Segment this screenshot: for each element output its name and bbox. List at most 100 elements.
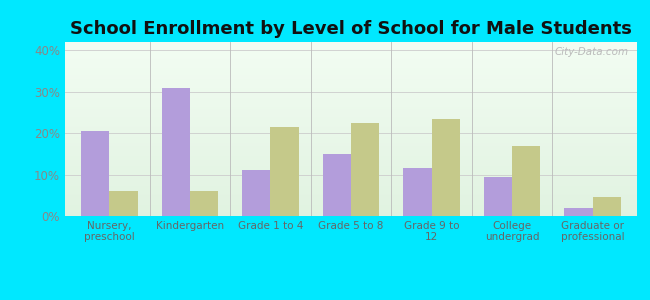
Bar bbox=[65, 99, 637, 100]
Bar bbox=[65, 215, 637, 216]
Bar bbox=[65, 47, 637, 48]
Bar bbox=[65, 205, 637, 206]
Bar bbox=[65, 144, 637, 145]
Bar bbox=[65, 118, 637, 119]
Bar bbox=[109, 191, 138, 216]
Bar bbox=[65, 67, 637, 68]
Bar bbox=[65, 153, 637, 154]
Bar bbox=[65, 65, 637, 66]
Bar bbox=[65, 124, 637, 125]
Bar bbox=[65, 164, 637, 165]
Bar bbox=[65, 89, 637, 90]
Bar bbox=[65, 59, 637, 60]
Bar bbox=[65, 122, 637, 123]
Bar bbox=[65, 176, 637, 177]
Bar bbox=[65, 119, 637, 120]
Bar bbox=[270, 127, 298, 216]
Bar bbox=[65, 203, 637, 204]
Bar bbox=[65, 204, 637, 205]
Bar bbox=[65, 43, 637, 44]
Bar bbox=[65, 55, 637, 56]
Bar bbox=[65, 79, 637, 80]
Bar bbox=[65, 104, 637, 105]
Bar bbox=[65, 80, 637, 81]
Bar bbox=[65, 75, 637, 76]
Bar bbox=[65, 178, 637, 179]
Bar bbox=[65, 149, 637, 150]
Bar bbox=[65, 174, 637, 175]
Bar bbox=[65, 141, 637, 142]
Bar bbox=[65, 214, 637, 215]
Bar bbox=[65, 81, 637, 82]
Bar bbox=[432, 118, 460, 216]
Bar bbox=[65, 52, 637, 53]
Bar bbox=[81, 131, 109, 216]
Bar bbox=[65, 83, 637, 84]
Bar bbox=[65, 110, 637, 111]
Bar bbox=[65, 151, 637, 152]
Bar bbox=[65, 93, 637, 94]
Bar bbox=[65, 50, 637, 51]
Bar bbox=[65, 186, 637, 187]
Bar bbox=[65, 127, 637, 128]
Bar bbox=[65, 101, 637, 102]
Bar bbox=[65, 118, 637, 119]
Bar bbox=[65, 172, 637, 173]
Bar bbox=[65, 130, 637, 131]
Bar bbox=[65, 206, 637, 207]
Bar bbox=[65, 112, 637, 113]
Bar bbox=[65, 136, 637, 137]
Bar bbox=[65, 82, 637, 83]
Bar bbox=[65, 69, 637, 70]
Bar bbox=[404, 168, 432, 216]
Bar bbox=[65, 209, 637, 210]
Bar bbox=[65, 126, 637, 127]
Bar bbox=[65, 78, 637, 79]
Bar bbox=[65, 114, 637, 115]
Bar bbox=[65, 42, 637, 43]
Bar bbox=[65, 169, 637, 170]
Bar bbox=[65, 128, 637, 129]
Bar bbox=[65, 161, 637, 162]
Bar bbox=[65, 102, 637, 103]
Bar bbox=[323, 154, 351, 216]
Bar bbox=[65, 142, 637, 143]
Bar bbox=[65, 86, 637, 87]
Bar bbox=[65, 179, 637, 180]
Bar bbox=[65, 195, 637, 196]
Bar bbox=[65, 77, 637, 78]
Bar bbox=[65, 165, 637, 166]
Bar bbox=[65, 46, 637, 47]
Bar bbox=[65, 198, 637, 199]
Bar bbox=[65, 139, 637, 140]
Bar bbox=[65, 201, 637, 202]
Bar bbox=[65, 116, 637, 117]
Bar bbox=[65, 138, 637, 139]
Bar bbox=[65, 197, 637, 198]
Bar bbox=[65, 57, 637, 58]
Bar bbox=[65, 135, 637, 136]
Bar bbox=[65, 66, 637, 67]
Bar bbox=[65, 53, 637, 54]
Bar bbox=[512, 146, 540, 216]
Bar bbox=[65, 180, 637, 181]
Bar bbox=[65, 107, 637, 108]
Bar bbox=[65, 68, 637, 69]
Bar bbox=[65, 120, 637, 121]
Bar bbox=[65, 111, 637, 112]
Bar bbox=[484, 177, 512, 216]
Bar bbox=[65, 54, 637, 55]
Bar bbox=[65, 182, 637, 183]
Bar bbox=[65, 85, 637, 86]
Bar bbox=[65, 87, 637, 88]
Bar bbox=[65, 51, 637, 52]
Bar bbox=[65, 56, 637, 57]
Bar bbox=[65, 212, 637, 213]
Bar bbox=[65, 85, 637, 86]
Bar bbox=[65, 134, 637, 135]
Bar bbox=[564, 208, 593, 216]
Bar bbox=[65, 155, 637, 156]
Bar bbox=[65, 210, 637, 211]
Bar bbox=[65, 103, 637, 104]
Bar bbox=[593, 197, 621, 216]
